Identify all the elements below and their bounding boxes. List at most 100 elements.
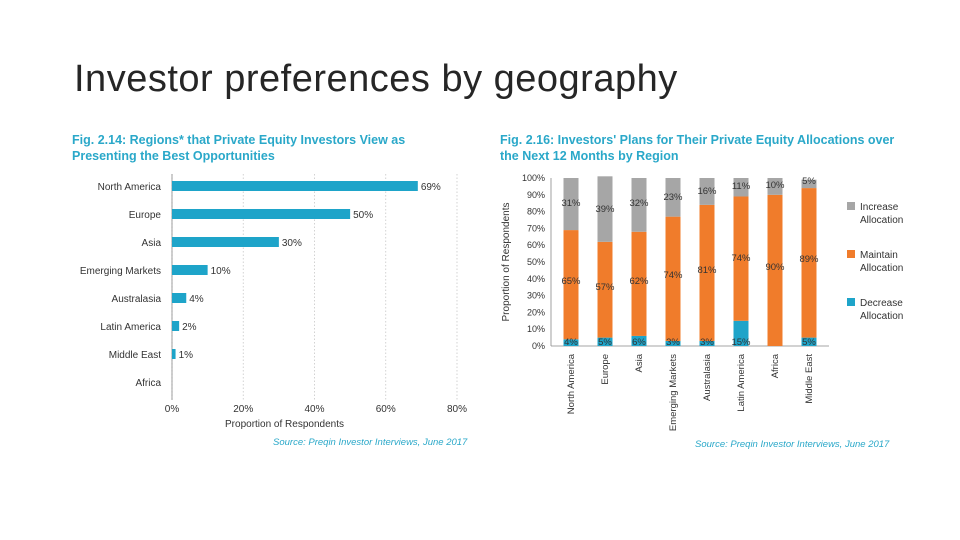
bar-value-label: 50% — [353, 210, 373, 221]
increase-value-label: 23% — [663, 192, 683, 203]
maintain-value-label: 89% — [799, 254, 819, 265]
increase-value-label: 31% — [561, 198, 581, 209]
maintain-segment — [631, 231, 647, 336]
bar — [172, 209, 351, 219]
category-label: Asia — [142, 238, 162, 249]
decrease-value-label: 4% — [564, 337, 578, 348]
category-label: Middle East — [109, 350, 161, 361]
category-label: Emerging Markets — [80, 266, 161, 277]
bar-value-label: 10% — [211, 266, 231, 277]
bar — [172, 265, 208, 275]
category-label: Africa — [770, 353, 781, 378]
increase-value-label: 5% — [802, 176, 816, 187]
y-tick-label: 80% — [527, 207, 545, 217]
y-tick-label: 70% — [527, 223, 545, 233]
category-label: Australasia — [702, 353, 713, 401]
decrease-value-label: 3% — [666, 337, 680, 348]
y-tick-label: 30% — [527, 291, 545, 301]
y-tick-label: 10% — [527, 324, 545, 334]
maintain-segment — [767, 194, 783, 346]
y-axis-title: Proportion of Respondents — [501, 203, 512, 322]
category-label: Latin America — [736, 353, 747, 411]
bar-value-label: 4% — [189, 294, 204, 305]
increase-segment — [699, 178, 715, 205]
legend-decrease-label-line1: Decrease — [860, 298, 903, 309]
bar — [172, 181, 418, 191]
category-label: North America — [98, 182, 162, 193]
maintain-value-label: 90% — [765, 262, 785, 273]
increase-value-label: 39% — [595, 204, 615, 215]
bar-value-label: 1% — [179, 350, 194, 361]
x-tick-label: 60% — [376, 404, 396, 415]
decrease-value-label: 3% — [700, 337, 714, 348]
category-label: Africa — [135, 378, 161, 389]
x-tick-label: 0% — [165, 404, 180, 415]
decrease-segment — [733, 320, 749, 346]
regions-bar-chart: 0% 20% 40% 60% 80% North America 69% Europe 50% A… — [80, 174, 467, 430]
allocation-stacked-chart: 0% 10% 20% 30% 40% 50% 60% 70% 80% 90% 100% Proport… — [501, 173, 903, 431]
decrease-segment — [699, 340, 715, 346]
maintain-value-label: 74% — [731, 253, 751, 264]
decrease-segment — [563, 339, 579, 346]
maintain-value-label: 81% — [697, 265, 717, 276]
increase-value-label: 16% — [697, 186, 717, 197]
x-tick-label: 80% — [447, 404, 467, 415]
decrease-segment — [801, 337, 817, 346]
y-tick-label: 90% — [527, 190, 545, 200]
bar — [172, 349, 176, 359]
bar-value-label: 30% — [282, 238, 302, 249]
legend-maintain-label-line2: Allocation — [860, 263, 903, 274]
maintain-segment — [597, 241, 613, 338]
increase-segment — [801, 179, 817, 189]
bar-value-label: 69% — [421, 182, 441, 193]
legend-increase-label-line1: Increase — [860, 202, 899, 213]
increase-value-label: 11% — [732, 181, 751, 192]
decrease-value-label: 5% — [802, 337, 816, 348]
maintain-value-label: 62% — [629, 276, 649, 287]
x-tick-label: 20% — [233, 404, 253, 415]
y-tick-label: 100% — [522, 173, 545, 183]
category-label: Europe — [129, 210, 162, 221]
bar — [172, 293, 187, 303]
maintain-value-label: 65% — [561, 276, 581, 287]
legend-increase-swatch — [847, 202, 855, 210]
decrease-segment — [665, 340, 681, 346]
maintain-segment — [665, 216, 681, 341]
y-tick-label: 50% — [527, 257, 545, 267]
category-label: Australasia — [112, 294, 162, 305]
fig2-source: Source: Preqin Investor Interviews, June… — [695, 439, 890, 450]
maintain-segment — [563, 230, 579, 340]
increase-segment — [665, 178, 681, 217]
bar-value-label: 2% — [182, 322, 197, 333]
maintain-segment — [801, 188, 817, 338]
legend-decrease-label-line2: Allocation — [860, 311, 903, 322]
y-tick-label: 20% — [527, 307, 545, 317]
category-label: Europe — [600, 354, 611, 385]
increase-segment — [631, 178, 647, 232]
category-label: Asia — [634, 353, 645, 372]
y-tick-label: 0% — [532, 341, 545, 351]
x-axis-title: Proportion of Respondents — [225, 419, 344, 430]
category-label: North America — [566, 353, 577, 414]
legend-maintain-label-line1: Maintain — [860, 250, 898, 261]
increase-segment — [733, 178, 749, 197]
fig2-title: Fig. 2.16: Investors' Plans for Their Pr… — [500, 133, 895, 163]
fig1-title: Fig. 2.14: Regions* that Private Equity … — [72, 133, 406, 163]
decrease-value-label: 6% — [632, 337, 646, 348]
maintain-value-label: 74% — [663, 270, 683, 281]
category-label: Emerging Markets — [668, 354, 679, 431]
decrease-segment — [631, 335, 647, 346]
legend-decrease-swatch — [847, 298, 855, 306]
category-label: Latin America — [100, 322, 161, 333]
increase-segment — [563, 178, 579, 231]
y-tick-label: 60% — [527, 240, 545, 250]
decrease-value-label: 15% — [731, 337, 751, 348]
bar — [172, 321, 180, 331]
category-label: Middle East — [804, 354, 815, 404]
increase-value-label: 10% — [765, 180, 785, 191]
decrease-value-label: 5% — [598, 337, 612, 348]
maintain-value-label: 57% — [595, 282, 615, 293]
y-tick-label: 40% — [527, 274, 545, 284]
legend-maintain-swatch — [847, 250, 855, 258]
slide-title: Investor preferences by geography — [74, 58, 678, 100]
